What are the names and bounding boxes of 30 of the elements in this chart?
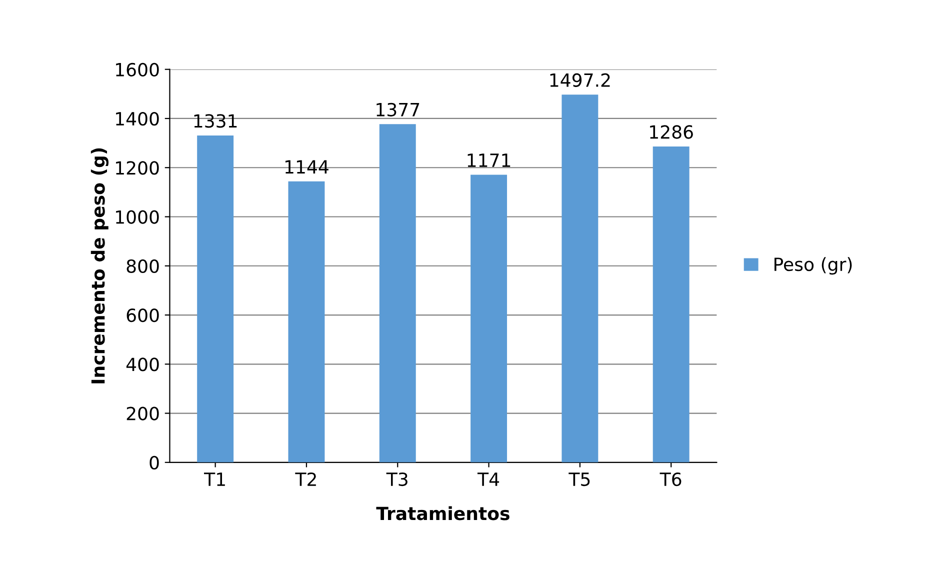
- x-axis-title: Tratamientos: [376, 506, 510, 520]
- bar: [197, 135, 234, 462]
- data-label: 1331: [194, 114, 237, 128]
- legend-label: Peso (gr): [774, 257, 852, 275]
- y-tick-label: 1200: [116, 161, 159, 175]
- y-tick-label: 1600: [116, 62, 159, 76]
- x-tick-label: T2: [295, 472, 316, 486]
- y-tick-label: 800: [126, 259, 159, 273]
- data-label: 1144: [285, 160, 328, 174]
- y-tick-label: 400: [126, 358, 159, 372]
- bar: [652, 146, 690, 462]
- bar: [470, 174, 508, 462]
- bar: [379, 124, 416, 462]
- y-tick-label: 1400: [116, 112, 159, 126]
- x-tick-label: T5: [568, 472, 590, 486]
- y-tick-label: 1000: [116, 210, 159, 224]
- y-tick-label: 0: [150, 456, 159, 470]
- x-tick-label: T4: [477, 472, 500, 486]
- bar: [562, 94, 598, 462]
- data-label: 1497.2: [550, 73, 610, 87]
- bar: [288, 181, 325, 462]
- y-axis-title: Incremento de peso (g): [90, 148, 109, 384]
- y-tick-label: 600: [126, 308, 159, 322]
- x-tick-label: T1: [204, 472, 225, 486]
- data-label: 1171: [468, 154, 510, 167]
- x-tick-label: T3: [386, 472, 408, 486]
- data-label: 1286: [650, 125, 693, 139]
- y-tick-label: 200: [126, 406, 159, 420]
- x-tick-label: T6: [660, 472, 682, 486]
- data-label: 1377: [376, 102, 420, 116]
